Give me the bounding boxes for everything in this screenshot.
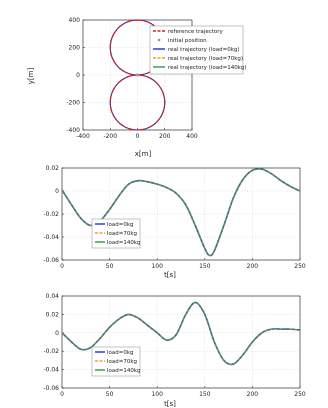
trajectory-plot-y-tick-label: 0 [76, 72, 80, 79]
trajectory-plot-x-tick-label: 400 [186, 133, 198, 140]
error-plot-1-xlabel: t[s] [164, 271, 176, 279]
trajectory-plot: y[m] x[m] -400 -200 0 200 400 -400 -200 0 200 400… [27, 17, 247, 158]
trajectory-plot-y-tick-label: -400 [66, 127, 80, 134]
trajectory-plot-ylabel: y[m] [27, 68, 35, 85]
trajectory-plot-xlabel: x[m] [135, 150, 152, 158]
trajectory-plot-y-tick-label: -200 [66, 100, 80, 107]
error-plot-2-x-tick-label: 100 [151, 391, 163, 398]
legend-label: load=0kg [107, 222, 134, 228]
legend-label: load=70kg [107, 231, 137, 237]
error-plot-1-y-tick-label: -0.06 [43, 257, 59, 264]
error-plot-2-x-tick-label: 150 [199, 391, 211, 398]
error-plot-1-x-tick-label: 0 [60, 263, 64, 270]
legend-label: load=140kg [107, 368, 141, 374]
error-plot-1-y-tick-label: -0.04 [43, 234, 59, 241]
error-plot-2-y-tick-label: -0.02 [43, 348, 59, 355]
legend-swatch [157, 38, 161, 42]
trajectory-plot-y-tick-label: 400 [69, 17, 81, 24]
error-plot-2-xlabel: t[s] [164, 400, 176, 408]
error-plot-1-x-tick-label: 100 [151, 263, 163, 270]
error-plot-1-series-line [61, 168, 301, 256]
legend-label: load=70kg [107, 359, 137, 365]
error-plot-1-x-tick-label: 250 [294, 263, 306, 270]
error-plot-2-x-tick-label: 0 [60, 391, 64, 398]
error-plot-2-y-tick-label: 0.04 [46, 293, 60, 300]
trajectory-plot-x-tick-label: 0 [136, 133, 140, 140]
error-plot-2-x-tick-label: 250 [294, 391, 306, 398]
legend-label: load=0kg [107, 350, 134, 356]
trajectory-plot-y-tick-label: 200 [69, 45, 81, 52]
legend-label: initial position [168, 38, 207, 44]
error-plot-1-y-tick-label: 0.02 [46, 165, 60, 172]
error-plot-2-y-tick-label: -0.04 [43, 367, 59, 374]
error-plot-1-y-tick-label: 0 [55, 188, 59, 195]
trajectory-plot-x-tick-label: -400 [76, 133, 90, 140]
legend-label: real trajectory (load=140kg) [168, 65, 247, 71]
trajectory-plot-x-tick-label: 200 [159, 133, 171, 140]
trajectory-plot-x-tick-label: -200 [103, 133, 117, 140]
error-plot-1-y-tick-label: -0.02 [43, 211, 59, 218]
error-plot-1: t[s] 0 50 100 150 200 250 0.02 0 -0.02 -0.04 -0.06… [43, 165, 305, 279]
error-plot-1-x-tick-label: 150 [199, 263, 211, 270]
error-plot-2-y-tick-label: -0.06 [43, 385, 59, 392]
error-plot-2-x-tick-label: 50 [106, 391, 114, 398]
trajectory-legend-box [149, 25, 244, 75]
error-plot-1-x-tick-label: 200 [247, 263, 259, 270]
error-plot-1-x-tick-label: 50 [106, 263, 114, 270]
error-plot-2-axes-frame [61, 295, 301, 389]
error-plot-2-y-tick-label: 0.02 [46, 311, 60, 318]
legend-label: real trajectory (load=0kg) [168, 47, 240, 53]
legend-label: reference trajectory [168, 29, 224, 35]
legend-label: load=140kg [107, 240, 141, 246]
error-plot-2-series-line [61, 302, 301, 365]
error-plot-2-y-tick-label: 0 [55, 330, 59, 337]
error-plot-2: t[s] 0 50 100 150 200 250 0.04 0.02 0 -0.02 -0.04 -… [43, 293, 305, 408]
error-plot-2-x-tick-label: 200 [247, 391, 259, 398]
initial-position-marker [135, 73, 140, 77]
legend-label: real trajectory (load=70kg) [168, 56, 243, 62]
error-plot-1-axes-frame [61, 167, 301, 261]
